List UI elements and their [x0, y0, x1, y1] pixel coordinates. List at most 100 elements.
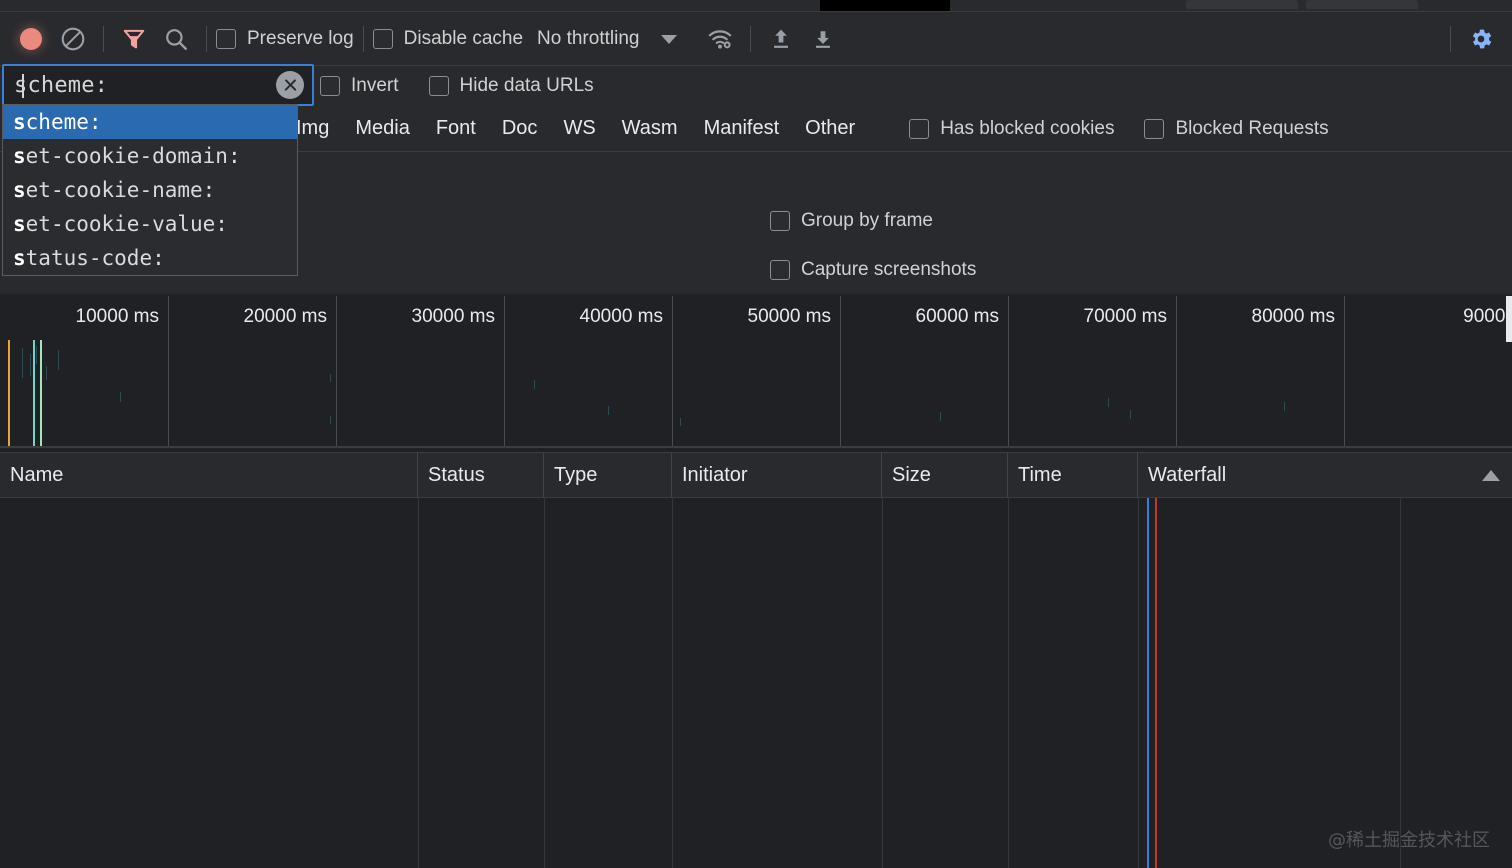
suggestion-rest: et-cookie-domain:	[25, 144, 241, 168]
blocked-requests-checkbox[interactable]: Blocked Requests	[1144, 117, 1329, 140]
filter-type-doc[interactable]: Doc	[501, 117, 538, 139]
suggestion-prefix: s	[13, 178, 26, 202]
overview-request-speck	[940, 412, 941, 421]
capture-screenshots-checkbox[interactable]: Capture screenshots	[770, 259, 976, 281]
network-toolbar: Preserve log Disable cache No throttling	[0, 12, 1512, 66]
overview-request-speck	[120, 392, 121, 402]
chevron-down-icon[interactable]	[661, 34, 678, 44]
preserve-log-checkbox[interactable]: Preserve log	[216, 28, 354, 50]
group-by-frame-label: Group by frame	[801, 210, 933, 231]
export-har-button[interactable]	[802, 18, 844, 60]
clear-button[interactable]	[52, 18, 94, 60]
top-divider	[0, 11, 1512, 12]
overview-request-speck	[22, 348, 23, 378]
invert-box	[320, 76, 340, 96]
column-header-initiator[interactable]: Initiator	[672, 453, 882, 498]
invert-checkbox[interactable]: Invert	[320, 75, 399, 97]
upload-icon	[774, 29, 789, 48]
overview-tick-label: 60000 ms	[915, 306, 999, 327]
overview-tick-label: 10000 ms	[75, 306, 159, 327]
record-button[interactable]	[10, 18, 52, 60]
column-header-label: Time	[1018, 464, 1062, 486]
overview-request-speck	[680, 418, 681, 426]
requests-table-body[interactable]	[0, 498, 1512, 868]
overview-request-speck	[330, 374, 331, 382]
column-header-status[interactable]: Status	[418, 453, 544, 498]
overview-tick-segment: 90000	[1344, 296, 1512, 446]
filter-type-other[interactable]: Other	[805, 117, 856, 139]
text-cursor	[22, 74, 24, 98]
search-icon	[166, 29, 187, 50]
search-button[interactable]	[155, 18, 197, 60]
clear-icon	[61, 27, 85, 51]
waterfall-grid-line	[1400, 498, 1401, 868]
group-by-frame-box	[770, 211, 790, 231]
sort-ascending-icon	[1482, 470, 1500, 481]
suggestion-item[interactable]: s et-cookie-domain:	[3, 139, 297, 173]
invert-label: Invert	[351, 75, 399, 96]
network-overview-chart[interactable]: 10000 ms 20000 ms 30000 ms 40000 ms 50000 ms…	[0, 296, 1512, 448]
import-har-button[interactable]	[760, 18, 802, 60]
suggestion-prefix: s	[13, 246, 26, 270]
column-divider[interactable]	[1008, 498, 1009, 868]
suggestion-prefix: s	[13, 212, 26, 236]
toolbar-divider-2	[206, 26, 207, 52]
filter-input[interactable]: scheme:	[14, 72, 109, 98]
blocked-requests-label: Blocked Requests	[1175, 117, 1329, 139]
column-header-waterfall[interactable]: Waterfall	[1138, 453, 1512, 498]
column-divider[interactable]	[418, 498, 419, 868]
disable-cache-box	[372, 29, 393, 49]
column-divider[interactable]	[544, 498, 545, 868]
has-blocked-cookies-label: Has blocked cookies	[940, 117, 1115, 139]
overview-tick-segment: 80000 ms	[1176, 296, 1344, 446]
column-divider[interactable]	[672, 498, 673, 868]
group-by-frame-checkbox[interactable]: Group by frame	[770, 210, 933, 232]
column-divider[interactable]	[1138, 498, 1139, 868]
clear-filter-icon[interactable]	[276, 71, 304, 99]
waterfall-marker-line	[1147, 498, 1149, 868]
overview-right-handle[interactable]	[1506, 296, 1512, 342]
suggestion-prefix: s	[13, 144, 26, 168]
gear-icon	[1472, 29, 1492, 49]
column-header-label: Size	[892, 464, 931, 486]
column-header-time[interactable]: Time	[1008, 453, 1138, 498]
filter-type-media[interactable]: Media	[355, 117, 410, 139]
filter-type-font[interactable]: Font	[435, 117, 476, 139]
overview-request-speck	[30, 354, 31, 376]
filter-button[interactable]	[113, 18, 155, 60]
overview-tick-segment: 20000 ms	[168, 296, 336, 446]
filter-suggestions-dropdown[interactable]: s cheme: s et-cookie-domain: s et-cookie-name…	[2, 104, 298, 276]
column-header-size[interactable]: Size	[882, 453, 1008, 498]
filterbar-divider	[0, 151, 1512, 152]
hide-data-urls-label: Hide data URLs	[459, 75, 594, 96]
overview-request-speck	[46, 366, 47, 380]
suggestion-item[interactable]: s tatus-code:	[3, 241, 297, 275]
filter-type-manifest[interactable]: Manifest	[703, 117, 780, 139]
suggestion-prefix: s	[13, 110, 26, 134]
suggestion-item[interactable]: s et-cookie-name:	[3, 173, 297, 207]
suggestion-item[interactable]: s et-cookie-value:	[3, 207, 297, 241]
capture-screenshots-box	[770, 260, 790, 280]
requests-table-header: Name Status Type Initiator Size Time Waterfall	[0, 452, 1512, 498]
has-blocked-cookies-checkbox[interactable]: Has blocked cookies	[909, 118, 1114, 140]
overview-tick-segment: 70000 ms	[1008, 296, 1176, 446]
record-icon	[20, 28, 42, 50]
overview-tick-label: 80000 ms	[1251, 306, 1335, 327]
settings-button[interactable]	[1460, 18, 1502, 60]
overview-marker-line	[40, 340, 42, 446]
throttling-select[interactable]: No throttling	[537, 28, 640, 49]
column-header-type[interactable]: Type	[544, 453, 672, 498]
column-header-name[interactable]: Name	[0, 453, 418, 498]
network-conditions-button[interactable]	[699, 18, 741, 60]
hide-data-urls-checkbox[interactable]: Hide data URLs	[428, 75, 594, 97]
preserve-log-label: Preserve log	[247, 28, 354, 49]
column-divider[interactable]	[882, 498, 883, 868]
suggestion-item[interactable]: s cheme:	[3, 105, 297, 139]
filter-type-img[interactable]: Img	[296, 117, 330, 139]
disable-cache-checkbox[interactable]: Disable cache	[372, 28, 523, 50]
filter-type-ws[interactable]: WS	[563, 117, 596, 139]
toolbar-divider-5	[1450, 26, 1451, 52]
filter-input-wrapper[interactable]: scheme:	[2, 64, 314, 106]
filter-type-wasm[interactable]: Wasm	[621, 117, 678, 139]
